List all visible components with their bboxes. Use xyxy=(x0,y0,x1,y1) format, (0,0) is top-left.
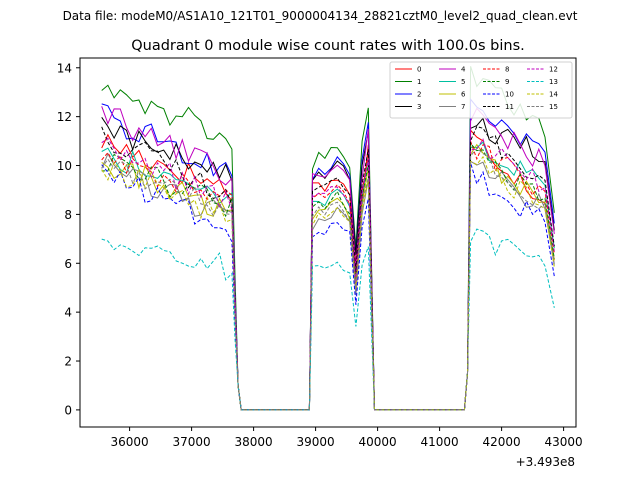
legend-label: 13 xyxy=(549,78,558,86)
series-line-0 xyxy=(101,129,555,411)
x-tick-label: 41000 xyxy=(421,435,459,449)
series-line-2 xyxy=(101,97,555,411)
legend-label: 3 xyxy=(417,103,421,111)
series-line-8 xyxy=(101,141,555,411)
legend-label: 4 xyxy=(461,66,466,74)
legend-label: 6 xyxy=(461,91,466,99)
y-tick-label: 12 xyxy=(57,110,72,124)
legend-label: 15 xyxy=(549,103,558,111)
series-line-5 xyxy=(101,141,555,411)
x-offset-label: +3.493e8 xyxy=(516,455,575,469)
legend-label: 10 xyxy=(505,91,514,99)
y-tick-label: 2 xyxy=(64,355,72,369)
series-line-12 xyxy=(101,137,555,411)
x-tick-label: 38000 xyxy=(235,435,273,449)
y-tick-label: 10 xyxy=(57,159,72,173)
legend-box xyxy=(389,61,573,119)
legend-label: 11 xyxy=(505,103,514,111)
legend-label: 0 xyxy=(417,66,421,74)
x-tick-label: 39000 xyxy=(297,435,335,449)
series-line-11 xyxy=(101,126,555,411)
x-tick-label: 36000 xyxy=(111,435,149,449)
x-tick-label: 40000 xyxy=(359,435,397,449)
plot-frame xyxy=(79,57,577,428)
legend-label: 5 xyxy=(461,78,465,86)
y-tick-label: 4 xyxy=(64,306,72,320)
y-tick-label: 8 xyxy=(64,208,72,222)
legend-label: 12 xyxy=(549,66,558,74)
series-line-7 xyxy=(101,152,555,411)
y-tick-label: 14 xyxy=(57,61,72,75)
legend-label: 9 xyxy=(505,78,509,86)
x-tick-label: 42000 xyxy=(483,435,521,449)
x-tick-label: 37000 xyxy=(173,435,211,449)
series-line-3 xyxy=(101,117,555,411)
series-line-4 xyxy=(101,106,555,411)
legend-label: 2 xyxy=(417,91,421,99)
legend-label: 7 xyxy=(461,103,465,111)
legend-label: 14 xyxy=(549,91,558,99)
chart-suptitle: Data file: modeM0/AS1A10_121T01_90000041… xyxy=(63,9,578,23)
y-tick-label: 6 xyxy=(64,257,72,271)
legend-label: 1 xyxy=(417,78,421,86)
x-tick-label: 43000 xyxy=(545,435,583,449)
plot-lines xyxy=(101,66,555,411)
series-line-15 xyxy=(101,147,555,411)
y-tick-label: 0 xyxy=(64,403,72,417)
chart-title: Quadrant 0 module wise count rates with … xyxy=(131,38,525,54)
y-axis: 0 2 4 6 8 10 12 14 xyxy=(57,61,80,417)
series-line-13 xyxy=(101,228,555,411)
x-axis: 36000 37000 38000 39000 40000 41000 42000 43000 xyxy=(111,427,583,449)
legend-label: 8 xyxy=(505,66,509,74)
